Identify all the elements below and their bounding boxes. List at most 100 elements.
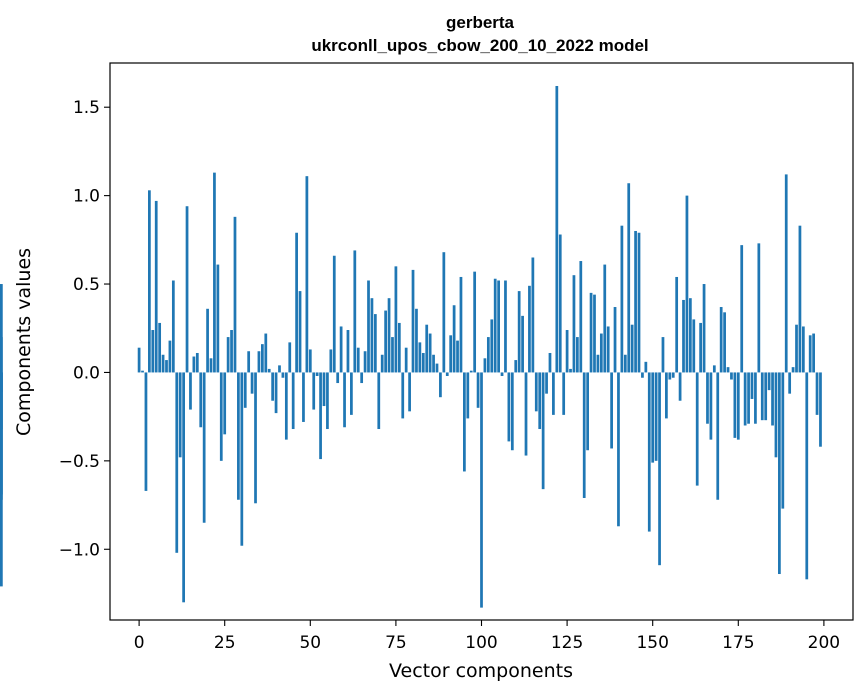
y-tick-label: −0.5 — [59, 452, 100, 472]
bar-component-183 — [764, 372, 768, 421]
bar-component-33 — [250, 372, 254, 394]
bar-component-91 — [449, 335, 453, 373]
bar-component-undefined — [0, 284, 3, 373]
bar-component-87 — [435, 363, 439, 373]
bar-component-28 — [233, 216, 237, 373]
bar-component-144 — [630, 324, 634, 373]
bar-component-65 — [360, 372, 364, 384]
y-tick-label: 1.0 — [73, 187, 100, 207]
chart-title-line-2: ukrconll_upos_cbow_200_10_2022 model — [311, 36, 648, 55]
bar-component-19 — [202, 372, 206, 523]
bar-component-147 — [641, 372, 644, 378]
bar-component-153 — [661, 337, 665, 373]
bar-component-90 — [445, 372, 449, 376]
bar-component-149 — [647, 372, 651, 532]
bar-component-196 — [808, 335, 812, 373]
x-tick-label: 75 — [385, 633, 407, 653]
bar-component-10 — [171, 280, 175, 373]
bar-component-85 — [428, 333, 432, 373]
bar-component-154 — [665, 372, 668, 419]
bar-component-160 — [685, 195, 689, 373]
bar-component-142 — [623, 354, 627, 373]
bar-component-155 — [668, 372, 672, 380]
bar-component-102 — [486, 337, 490, 373]
bar-component-59 — [339, 326, 343, 373]
bar-component-161 — [688, 298, 692, 373]
bar-component-131 — [586, 372, 590, 451]
bar-component-52 — [315, 372, 319, 376]
bar-component-69 — [373, 314, 377, 373]
x-tick-label: 25 — [214, 633, 236, 653]
bar-component-124 — [562, 372, 566, 415]
bar-component-165 — [702, 284, 706, 373]
bar-component-36 — [261, 344, 264, 373]
y-tick-label: 1.5 — [73, 98, 100, 118]
bar-component-98 — [473, 271, 477, 373]
bar-component-57 — [332, 255, 336, 373]
bar-component-80 — [411, 269, 415, 373]
bar-component-38 — [267, 368, 271, 373]
bar-component-148 — [644, 361, 648, 373]
plot-frame — [109, 62, 854, 621]
bar-component-193 — [798, 225, 802, 373]
x-tick-label: 175 — [722, 633, 754, 653]
bar-component-186 — [774, 372, 778, 458]
bar-component-198 — [815, 372, 819, 415]
bar-component-78 — [404, 347, 408, 373]
bar-component-12 — [178, 372, 182, 458]
bar-component-46 — [295, 232, 298, 373]
bar-component-5 — [154, 200, 158, 373]
bar-component-151 — [654, 372, 658, 461]
bar-component-13 — [182, 372, 185, 603]
bar-component-76 — [397, 322, 401, 373]
x-tick-label: 200 — [808, 633, 840, 653]
bar-component-29 — [237, 372, 240, 500]
chart-title-line-1: gerberta — [446, 13, 515, 32]
bar-component-48 — [302, 372, 305, 422]
bar-component-138 — [610, 372, 613, 449]
bar-component-35 — [257, 351, 261, 373]
bar-component-41 — [278, 365, 281, 373]
bar-component-103 — [490, 319, 494, 373]
bar-component-113 — [524, 372, 528, 456]
bar-component-125 — [565, 330, 569, 373]
bar-component-74 — [391, 337, 394, 373]
bar-component-169 — [716, 372, 720, 500]
bar-component-51 — [312, 372, 316, 410]
bar-component-182 — [760, 372, 764, 421]
bar-component-121 — [552, 372, 555, 415]
x-axis-label: Vector components — [389, 660, 573, 682]
bar-component-75 — [394, 266, 398, 373]
bar-component-31 — [243, 372, 247, 408]
bar-component-16 — [192, 356, 196, 373]
bar-component-111 — [517, 291, 521, 373]
bar-component-25 — [223, 372, 227, 435]
bar-component-83 — [421, 352, 425, 373]
bar-component-185 — [771, 372, 774, 426]
bar-component-63 — [353, 250, 357, 373]
bar-component-181 — [757, 243, 761, 373]
bar-component-174 — [733, 372, 737, 438]
bar-component-95 — [463, 372, 466, 472]
bar-component-37 — [264, 333, 268, 373]
bar-component-128 — [576, 337, 579, 373]
bar-component-24 — [219, 372, 223, 461]
bar-component-67 — [367, 280, 370, 373]
bar-component-145 — [634, 230, 637, 373]
bar-component-129 — [579, 261, 583, 373]
bar-component-108 — [507, 372, 511, 442]
bar-component-82 — [418, 342, 422, 373]
bar-component-89 — [442, 252, 446, 373]
bar-component-34 — [254, 372, 257, 504]
bar-component-92 — [452, 305, 456, 373]
bar-component-97 — [469, 370, 473, 373]
bar-component-71 — [380, 354, 384, 373]
bar-component-64 — [356, 347, 360, 373]
bar-component-81 — [415, 308, 418, 373]
bar-component-17 — [195, 352, 199, 373]
bar-component-141 — [620, 225, 624, 373]
bar-component-22 — [213, 172, 216, 373]
bar-component-4 — [151, 330, 155, 373]
bar-component-167 — [709, 372, 713, 440]
